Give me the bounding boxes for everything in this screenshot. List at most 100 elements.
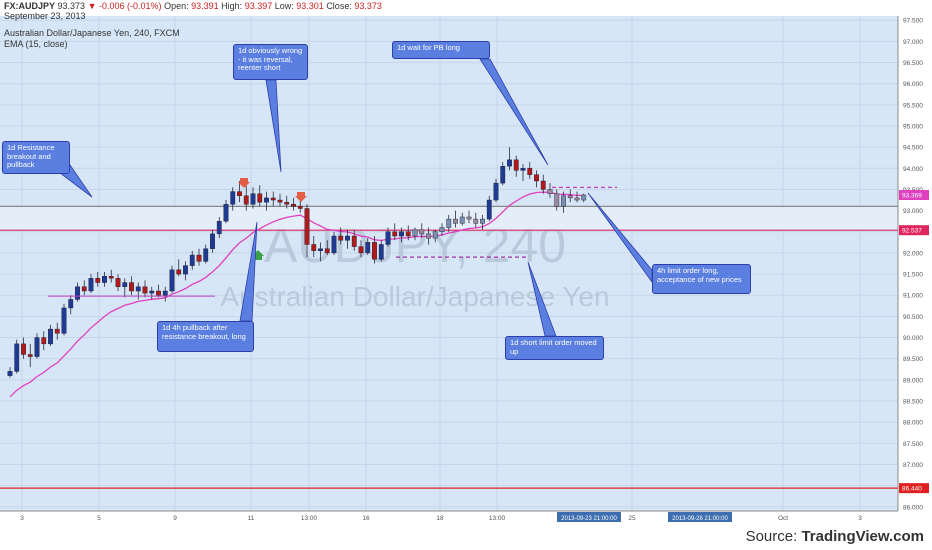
- pointer-pb-long: [479, 58, 549, 166]
- candle-body: [567, 195, 573, 199]
- close-value: 93.373: [354, 1, 382, 11]
- candle-body: [345, 235, 350, 241]
- price-axis: 97.500 97.000 96.500 96.000 95.500 95.000 94.5…: [897, 16, 932, 511]
- candle-body: [507, 159, 512, 167]
- candle-body: [311, 244, 317, 252]
- plot-background: [0, 16, 898, 511]
- candle-body: [385, 231, 391, 245]
- header-date: September 23, 2013: [4, 11, 86, 21]
- candle-body: [392, 231, 398, 237]
- price-tick-label: 94.000: [903, 166, 923, 173]
- candle-body: [412, 229, 418, 237]
- candle-body: [338, 235, 344, 241]
- candle-body: [513, 159, 519, 171]
- candle-body: [331, 235, 337, 254]
- time-tag: [668, 512, 732, 522]
- price-tag: [899, 190, 929, 201]
- candle-body: [203, 248, 209, 262]
- candle-body: [48, 328, 53, 345]
- symbol-label: FX:AUDJPY: [4, 1, 56, 11]
- low-value: 93.301: [296, 1, 324, 11]
- price-tick-label: 90.500: [903, 314, 923, 321]
- candle-body: [480, 218, 485, 224]
- source-prefix: Source:: [745, 528, 802, 545]
- price-tick-label: 89.000: [903, 377, 923, 384]
- candle-body: [486, 199, 492, 220]
- candle-body: [216, 220, 222, 235]
- chart-drawings: [48, 178, 617, 297]
- time-axis: 3 5 9 11 13:00 16 18 13:00 25 Oct 3 2013-09-23 21:0…: [0, 510, 898, 525]
- price-tick-label: 97.500: [903, 18, 923, 25]
- candle-body: [61, 307, 67, 334]
- candle-body: [547, 189, 553, 194]
- candle-body: [426, 233, 431, 239]
- candle-body: [41, 337, 47, 345]
- candle-body: [250, 193, 256, 205]
- time-tag-label: 2013-09-23 21:00:00: [561, 516, 617, 522]
- price-tick-label: 87.000: [903, 462, 923, 469]
- time-tick-label: 25: [628, 515, 636, 522]
- candle-body: [237, 191, 242, 197]
- candle-body: [399, 231, 404, 237]
- price-tag: [899, 225, 929, 236]
- candle-body: [284, 201, 290, 205]
- candle-body: [351, 235, 357, 247]
- candle-body: [102, 275, 107, 283]
- candle-body: [554, 193, 560, 207]
- candle-body: [54, 328, 60, 334]
- candle-body: [473, 218, 479, 224]
- candle-body: [304, 208, 310, 245]
- last-price: 93.373: [57, 1, 86, 11]
- candle-body: [581, 194, 587, 201]
- candle-body: [34, 337, 40, 357]
- price-axis-panel: [898, 16, 932, 511]
- callout-wait-pb-long: 1d wait for PB long: [392, 41, 490, 59]
- candle-body: [358, 246, 364, 254]
- time-axis-panel: [0, 511, 898, 525]
- candle-body: [176, 269, 182, 275]
- candle-body: [108, 275, 114, 279]
- time-tick-label: 16: [362, 515, 370, 522]
- ema-line: [9, 191, 584, 398]
- source-credit: Source: TradingView.com: [746, 528, 924, 545]
- candle-body: [162, 290, 168, 296]
- instrument-title: Australian Dollar/Japanese Yen, 240, FXC…: [4, 28, 180, 38]
- candle-body: [291, 204, 296, 207]
- candle-body: [264, 197, 269, 203]
- candle-body: [257, 193, 263, 203]
- watermark-name: Australian Dollar/Japanese Yen: [220, 281, 609, 312]
- price-tag-label: 92.537: [902, 228, 922, 235]
- high-label: High:: [221, 1, 243, 11]
- price-tick-label: 96.500: [903, 60, 923, 67]
- candle-body: [297, 206, 303, 209]
- candles: [7, 147, 587, 378]
- candle-body: [459, 216, 465, 224]
- candle-body: [122, 282, 128, 287]
- callout-limit-order-long: 4h limit order long, acceptance of new p…: [652, 264, 751, 294]
- candle-body: [439, 227, 445, 232]
- candle-body: [135, 286, 141, 292]
- candle-body: [446, 218, 452, 228]
- candle-body: [561, 195, 566, 207]
- callout-reversal-short: 1d obviously wrong - it was reversal, re…: [233, 44, 308, 80]
- candle-body: [466, 216, 472, 220]
- price-tick-label: 95.500: [903, 102, 923, 109]
- candle-body: [419, 229, 425, 235]
- candle-body: [453, 218, 458, 224]
- candle-body: [115, 278, 121, 287]
- candle-body: [277, 199, 283, 203]
- candle-body: [95, 278, 101, 283]
- time-tag-label: 2013-09-26 21:00:00: [672, 516, 728, 522]
- candle-body: [7, 371, 13, 376]
- time-tick-label: Oct: [778, 515, 788, 522]
- candle-body: [149, 290, 155, 294]
- sell-arrow-icon: [295, 192, 307, 202]
- time-tick-label: 3: [20, 515, 24, 522]
- candle-body: [68, 299, 74, 309]
- candle-body: [129, 282, 134, 292]
- candle-body: [540, 180, 546, 190]
- candle-body: [21, 343, 26, 355]
- callout-pointers: [59, 58, 653, 337]
- price-tick-label: 88.000: [903, 420, 923, 427]
- callout-short-limit-order: 1d short limit order moved up: [505, 336, 604, 360]
